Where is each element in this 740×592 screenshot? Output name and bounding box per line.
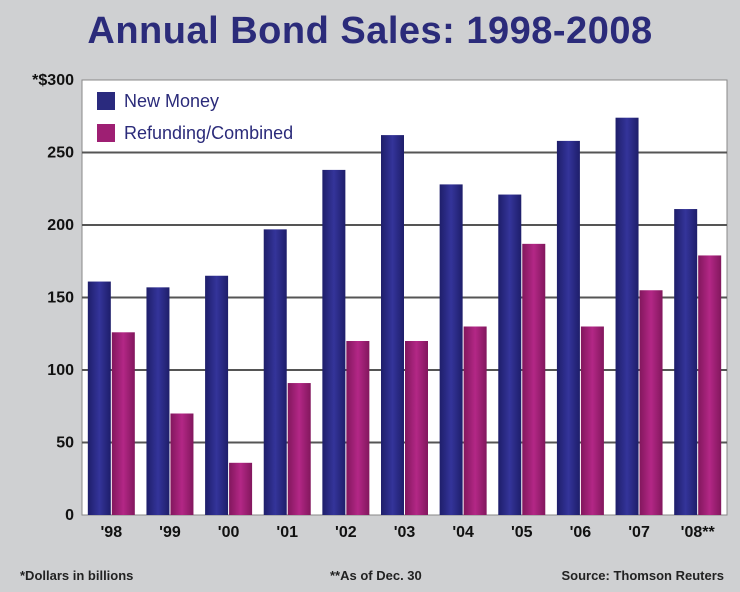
bar-new-money — [263, 229, 287, 515]
bar-refunding — [639, 290, 663, 515]
y-tick-label: 0 — [65, 507, 74, 524]
y-tick-label: 150 — [47, 290, 74, 307]
x-tick-label: '01 — [276, 524, 298, 541]
legend-label: Refunding/Combined — [124, 123, 293, 143]
bar-new-money — [674, 209, 698, 516]
x-tick-label: '03 — [394, 524, 416, 541]
y-tick-label: *$300 — [32, 72, 74, 89]
bar-new-money — [146, 287, 170, 515]
bar-refunding — [346, 341, 370, 515]
bar-new-money — [381, 135, 404, 515]
bar-new-money — [87, 281, 111, 515]
source-footnote: Source: Thomson Reuters — [561, 568, 724, 583]
y-tick-label: 50 — [56, 435, 74, 452]
bar-new-money — [205, 275, 229, 515]
x-tick-label: '08** — [681, 524, 716, 541]
bar-refunding — [698, 255, 722, 515]
bar-new-money — [322, 169, 346, 515]
bar-refunding — [170, 413, 194, 515]
x-tick-label: '04 — [452, 524, 474, 541]
legend-swatch — [97, 92, 115, 110]
bar-new-money — [556, 140, 580, 515]
bar-refunding — [580, 326, 604, 515]
y-tick-label: 100 — [47, 362, 74, 379]
bar-refunding — [229, 462, 253, 515]
x-tick-label: '02 — [335, 524, 357, 541]
legend-label: New Money — [124, 91, 219, 111]
asof-footnote: **As of Dec. 30 — [330, 568, 422, 583]
y-tick-label: 250 — [47, 145, 74, 162]
x-tick-label: '05 — [511, 524, 533, 541]
x-tick-label: '99 — [159, 524, 181, 541]
bar-refunding — [287, 383, 311, 515]
x-tick-label: '06 — [570, 524, 592, 541]
bar-refunding — [111, 332, 135, 515]
x-tick-label: '07 — [628, 524, 650, 541]
bar-new-money — [498, 194, 522, 516]
legend-swatch — [97, 124, 115, 142]
y-tick-label: 200 — [47, 217, 74, 234]
x-tick-label: '00 — [218, 524, 240, 541]
bar-new-money — [615, 117, 639, 515]
bar-refunding — [405, 341, 428, 515]
bar-new-money — [439, 184, 463, 515]
x-tick-label: '98 — [101, 524, 123, 541]
chart-title: Annual Bond Sales: 1998-2008 — [87, 10, 653, 52]
bar-refunding — [463, 326, 487, 515]
bar-refunding — [522, 243, 546, 515]
units-footnote: *Dollars in billions — [20, 568, 134, 583]
